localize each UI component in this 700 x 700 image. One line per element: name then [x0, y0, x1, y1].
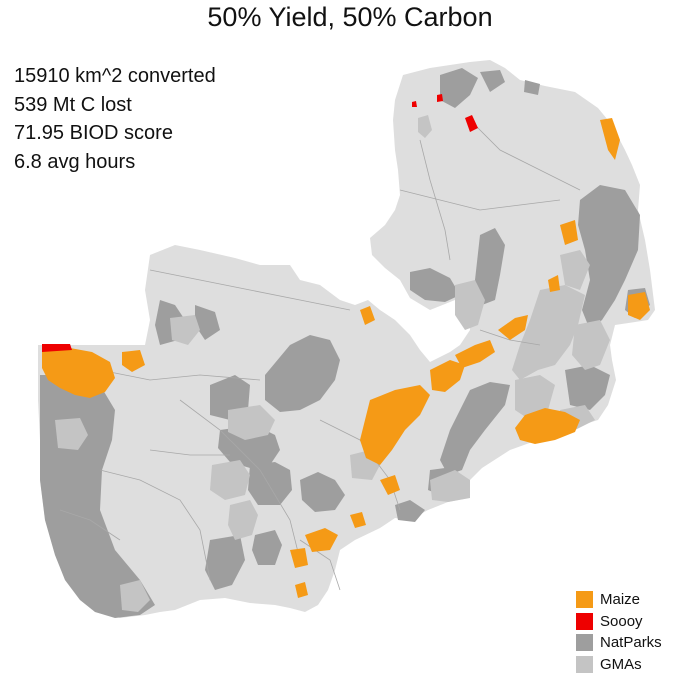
- map-title: 50% Yield, 50% Carbon: [207, 2, 493, 32]
- legend-item-gmas: GMAs: [576, 654, 662, 676]
- gmas-layer: [55, 115, 610, 612]
- legend-swatch-maize: [576, 591, 593, 609]
- legend-label-maize: Maize: [600, 591, 641, 609]
- soooy-layer: [42, 94, 478, 352]
- legend-item-natparks: NatParks: [576, 632, 662, 654]
- stat-carbon-lost: 539 Mt C lost: [14, 93, 132, 116]
- legend-label-gmas: GMAs: [600, 655, 642, 673]
- stats-block: 15910 km^2 converted 539 Mt C lost 71.95…: [14, 62, 216, 176]
- legend-item-maize: Maize: [576, 589, 662, 611]
- stat-area-converted: 15910 km^2 converted: [14, 65, 216, 87]
- legend-swatch-natparks: [576, 634, 593, 652]
- legend-swatch-soooy: [576, 612, 593, 630]
- stat-avg-hours: 6.8 avg hours: [14, 150, 136, 173]
- legend-label-soooy: Soooy: [600, 612, 643, 630]
- maize-layer: [42, 118, 650, 598]
- map-legend: Maize Soooy NatParks GMAs: [576, 589, 662, 675]
- stat-biod-score: 71.95 BIOD score: [14, 122, 173, 144]
- country-shape: [38, 60, 655, 618]
- legend-swatch-gmas: [576, 655, 593, 673]
- legend-label-natparks: NatParks: [600, 634, 662, 652]
- legend-item-soooy: Soooy: [576, 611, 662, 633]
